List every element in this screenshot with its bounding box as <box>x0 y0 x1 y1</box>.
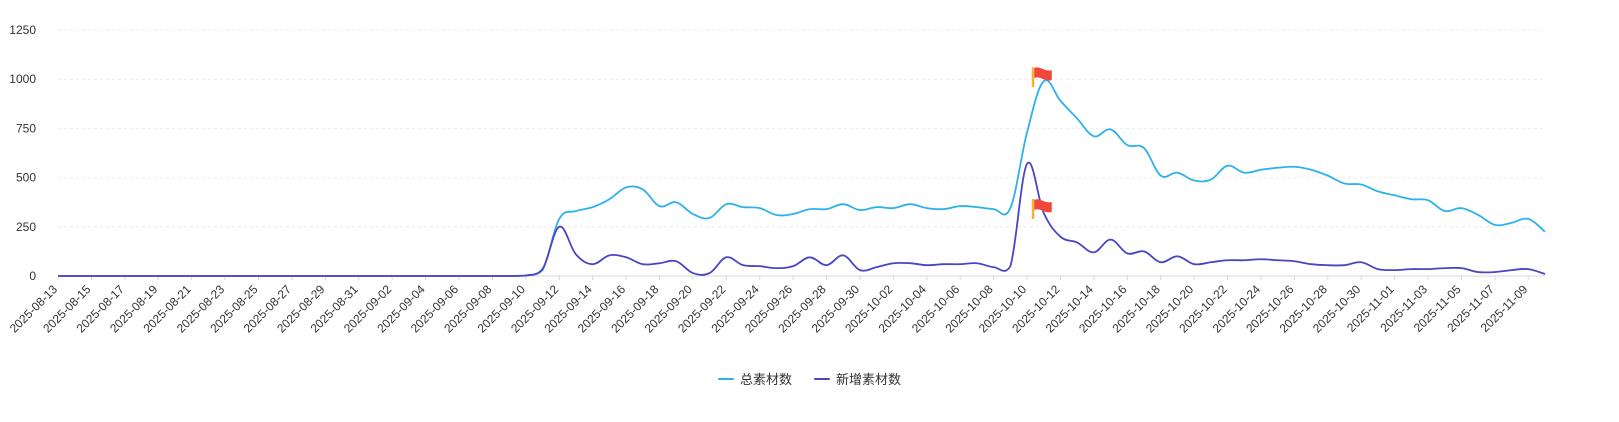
legend: 总素材数 新增素材数 <box>0 369 1619 388</box>
y-tick-label: 750 <box>16 121 36 135</box>
y-tick-label: 1000 <box>9 72 36 86</box>
y-tick-label: 500 <box>16 171 36 185</box>
max-markers <box>1031 67 1052 220</box>
grid-lines <box>58 29 1545 228</box>
y-tick-label: 1250 <box>9 23 36 37</box>
series-line-1 <box>58 161 1546 277</box>
legend-swatch-total <box>717 377 734 380</box>
max-flag-icon <box>1031 67 1052 88</box>
y-tick-label: 250 <box>16 220 36 234</box>
legend-item-total[interactable]: 总素材数 <box>717 369 792 388</box>
legend-label-total: 总素材数 <box>739 372 792 387</box>
y-axis-tick-labels: 0 250 500 750 1000 1250 <box>9 23 36 283</box>
x-axis-tick-labels: 2025-08-132025-08-152025-08-172025-08-19… <box>7 276 1531 336</box>
max-flag-icon <box>1031 199 1052 220</box>
legend-item-new[interactable]: 新增素材数 <box>814 369 901 388</box>
series-lines <box>58 79 1546 277</box>
legend-swatch-new <box>814 377 830 380</box>
legend-label-new: 新增素材数 <box>836 372 902 387</box>
y-tick-label: 0 <box>29 269 36 283</box>
